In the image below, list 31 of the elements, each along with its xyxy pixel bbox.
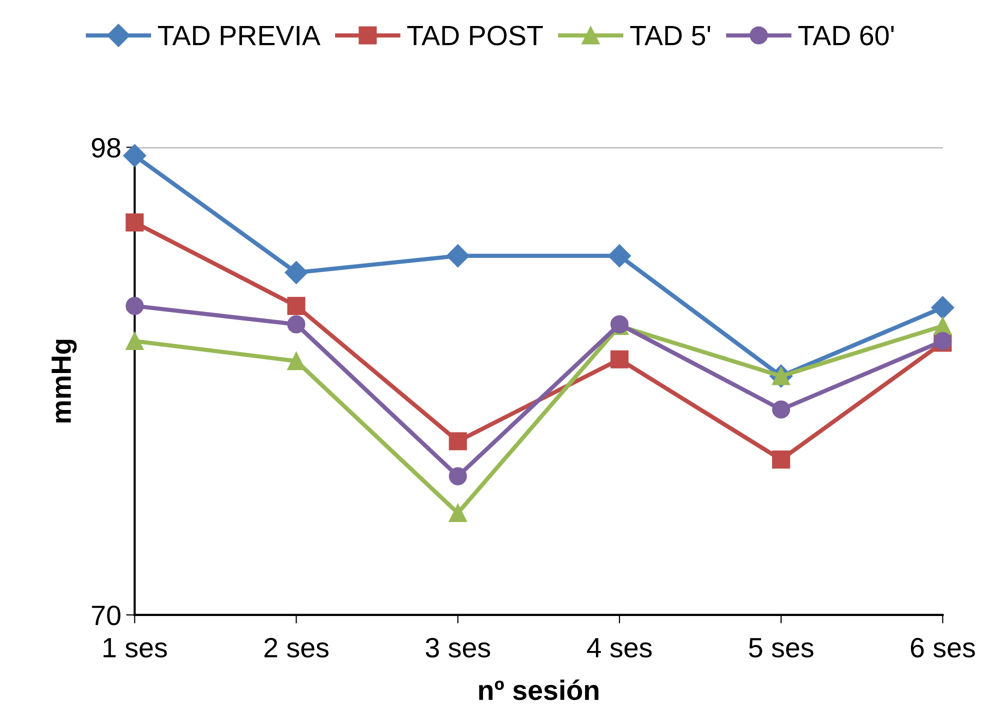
point: [448, 504, 467, 522]
point: [284, 261, 308, 284]
point: [446, 244, 470, 268]
point: [126, 296, 144, 315]
y-axis-title: mmHg: [52, 340, 77, 422]
x-tick-label: 1 ses: [104, 638, 167, 658]
x-tick-label: 3 ses: [426, 638, 490, 658]
legend-label: TAD 60': [798, 26, 894, 46]
point: [123, 144, 146, 168]
point: [772, 400, 790, 419]
point: [448, 467, 467, 486]
x-axis-title: nº sesión: [479, 679, 598, 700]
x-tick-label: 2 ses: [264, 638, 328, 658]
point: [126, 332, 144, 350]
legend-label: TAD POST: [407, 26, 543, 46]
point: [610, 350, 629, 368]
x-tick-label: 4 ses: [586, 638, 652, 658]
x-tick-label: 5 ses: [749, 638, 814, 658]
point: [931, 296, 954, 320]
legend-label: TAD 5': [630, 26, 710, 46]
point: [772, 450, 790, 469]
legend-label: TAD PREVIA: [158, 26, 320, 46]
point: [287, 315, 306, 334]
y-tick-label: 98: [92, 138, 120, 158]
point: [608, 244, 631, 268]
point: [287, 296, 306, 315]
x-tick-label: 6 ses: [910, 638, 975, 658]
point: [126, 213, 144, 232]
point: [287, 352, 306, 370]
y-tick-label: 70: [92, 606, 120, 626]
point: [448, 432, 467, 450]
